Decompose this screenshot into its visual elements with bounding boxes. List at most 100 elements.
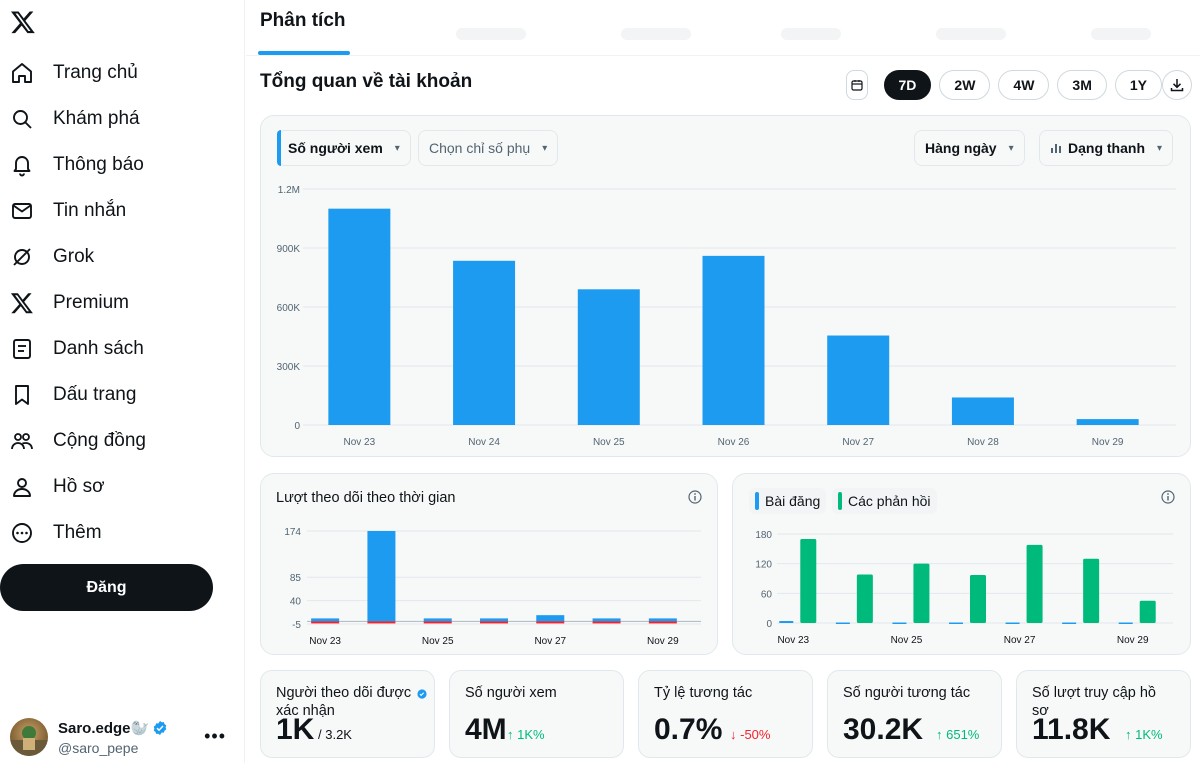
x-tick-label: Nov 27 [1004, 635, 1036, 646]
metric-dropdown[interactable]: Số người xem ▾ [277, 130, 411, 166]
loss-bar[interactable] [536, 621, 565, 624]
bar-nov-25[interactable] [577, 289, 640, 425]
loss-bar[interactable] [480, 621, 508, 624]
x-tick-label: Nov 29 [1092, 437, 1124, 448]
bar-nov-28[interactable] [951, 397, 1014, 425]
sidebar-item-label: Thêm [53, 522, 102, 543]
stat-change: / 3.2K [318, 727, 352, 742]
stat-card-4[interactable]: Số lượt truy cập hồ sơ 11.8K ↑ 1K% [1016, 670, 1191, 758]
legend-replies[interactable]: Các phản hồi [832, 488, 937, 514]
sidebar-item-3[interactable]: Tin nhắn [0, 191, 126, 231]
stat-card-2[interactable]: Tỷ lệ tương tác 0.7% ↓ -50% [638, 670, 813, 758]
sidebar-item-10[interactable]: Thêm [0, 513, 102, 553]
download-button[interactable] [1162, 70, 1192, 100]
range-button-4w[interactable]: 4W [998, 70, 1050, 100]
sidebar-item-2[interactable]: Thông báo [0, 145, 144, 185]
posts-bar[interactable] [892, 622, 907, 625]
posts-bar[interactable] [1005, 622, 1020, 625]
stat-card-0[interactable]: Người theo dõi được xác nhận 1K/ 3.2K [260, 670, 435, 758]
calendar-button[interactable] [845, 70, 868, 100]
replies-bar[interactable] [800, 538, 817, 623]
chart-type-dropdown[interactable]: Dạng thanh ▾ [1039, 130, 1174, 166]
bar-nov-27[interactable] [827, 335, 890, 425]
sidebar-item-5[interactable]: Premium [0, 283, 129, 323]
tab-analytics[interactable]: Phân tích [260, 10, 346, 31]
tab-placeholder[interactable] [781, 28, 841, 40]
loss-bar[interactable] [648, 621, 677, 624]
posts-bar[interactable] [949, 622, 963, 625]
legend-posts[interactable]: Bài đăng [749, 488, 827, 514]
followers-chart-card: Lượt theo dõi theo thời gian -5 40 85 174 No… [260, 473, 718, 655]
replies-bar[interactable] [913, 563, 930, 623]
followers-bar-chart: -5 40 85 174 Nov 23 Nov 25 Nov 27 Nov 29 [284, 527, 701, 647]
gain-bar[interactable] [592, 618, 621, 622]
loss-bar[interactable] [311, 621, 340, 624]
post-button[interactable]: Đăng [0, 564, 213, 611]
x-logo-icon[interactable] [10, 9, 36, 35]
posts-bar[interactable] [835, 622, 850, 625]
stat-card-1[interactable]: Số người xem 4M ↑ 1K% [449, 670, 624, 758]
replies-bar[interactable] [856, 574, 873, 623]
range-button-7d[interactable]: 7D [883, 70, 932, 100]
chevron-down-icon: ▾ [1157, 142, 1163, 154]
stat-value: 1K [276, 713, 315, 746]
account-switcher[interactable]: Saro.edge🦭 @saro_pepe ••• [10, 716, 238, 760]
gain-bar[interactable] [423, 618, 452, 622]
gain-bar[interactable] [367, 531, 396, 622]
stat-card-3[interactable]: Số người tương tác 30.2K ↑ 651% [827, 670, 1002, 758]
bar-nov-29[interactable] [1076, 419, 1139, 425]
secondary-metric-label: Chọn chỉ số phụ [429, 140, 531, 156]
sidebar-item-6[interactable]: Danh sách [0, 329, 144, 369]
gain-bar[interactable] [480, 618, 508, 622]
loss-bar[interactable] [423, 621, 452, 624]
x-tick-label: Nov 27 [842, 437, 874, 448]
stat-label: Số lượt truy cập hồ sơ [1032, 685, 1156, 719]
sidebar-item-1[interactable]: Khám phá [0, 99, 140, 139]
info-icon[interactable] [688, 490, 702, 504]
x-tick-label: Nov 27 [534, 636, 566, 647]
posts-bar[interactable] [1118, 622, 1133, 625]
info-icon[interactable] [1161, 490, 1175, 504]
stat-label: Số người xem [465, 685, 557, 701]
tab-placeholder[interactable] [936, 28, 1006, 40]
gain-bar[interactable] [536, 615, 565, 622]
bar-nov-23[interactable] [328, 208, 391, 425]
posts-bar[interactable] [1062, 622, 1077, 625]
sidebar-item-7[interactable]: Dấu trang [0, 375, 136, 415]
gain-bar[interactable] [311, 618, 340, 622]
search-icon [0, 99, 44, 139]
followers-chart-title: Lượt theo dõi theo thời gian [276, 490, 456, 506]
sidebar-item-label: Trang chủ [53, 62, 138, 83]
tab-placeholder[interactable] [456, 28, 526, 40]
gain-bar[interactable] [648, 618, 677, 622]
calendar-icon [850, 80, 863, 91]
replies-bar[interactable] [1083, 558, 1100, 623]
x-tick-label: Nov 29 [647, 636, 679, 647]
stat-label: Số người tương tác [843, 685, 971, 701]
range-button-2w[interactable]: 2W [939, 70, 991, 100]
interval-dropdown[interactable]: Hàng ngày ▾ [914, 130, 1025, 166]
main-chart-card: Số người xem ▾ Chọn chỉ số phụ ▾ Hàng ng… [260, 115, 1191, 457]
sidebar-item-label: Dấu trang [53, 384, 137, 405]
range-selector: 7D 2W 4W 3M 1Y [845, 70, 1162, 100]
tab-placeholder[interactable] [621, 28, 691, 40]
sidebar-item-4[interactable]: Grok [0, 237, 94, 277]
tab-placeholder[interactable] [1091, 28, 1151, 40]
sidebar-item-8[interactable]: Cộng đồng [0, 421, 146, 461]
replies-bar[interactable] [1139, 600, 1156, 623]
loss-bar[interactable] [367, 621, 396, 624]
secondary-metric-dropdown[interactable]: Chọn chỉ số phụ ▾ [418, 130, 559, 166]
sidebar-item-9[interactable]: Hồ sơ [0, 467, 105, 507]
chevron-down-icon: ▾ [542, 142, 548, 154]
bar-nov-24[interactable] [453, 260, 516, 425]
y-tick-label: -5 [292, 620, 301, 631]
replies-bar[interactable] [1026, 544, 1043, 623]
bar-nov-26[interactable] [702, 255, 765, 425]
sidebar-item-0[interactable]: Trang chủ [0, 53, 138, 93]
posts-bar[interactable] [779, 621, 794, 623]
replies-bar[interactable] [970, 575, 986, 623]
range-button-3m[interactable]: 3M [1057, 70, 1107, 100]
loss-bar[interactable] [592, 621, 621, 624]
more-dots-icon[interactable]: ••• [204, 726, 226, 746]
range-button-1y[interactable]: 1Y [1114, 70, 1162, 100]
